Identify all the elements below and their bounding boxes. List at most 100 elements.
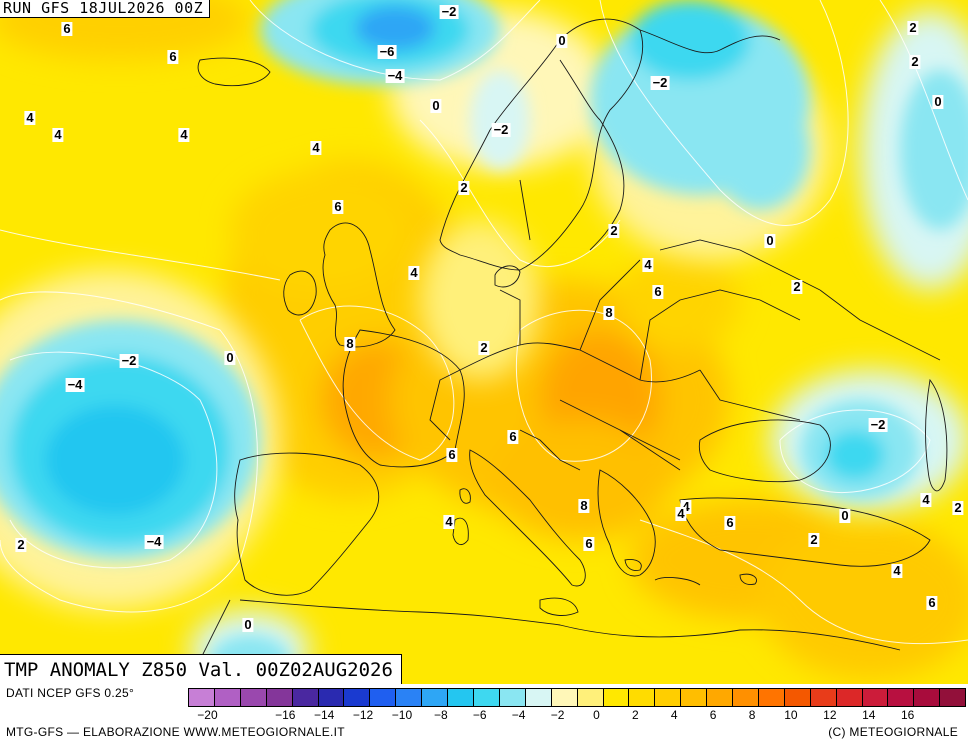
contour-label: 4 [920, 492, 932, 507]
scale-swatch [292, 688, 319, 707]
contour-label: 8 [344, 336, 356, 351]
contour-label: 6 [446, 447, 458, 462]
data-source: DATI NCEP GFS 0.25° [6, 686, 135, 700]
contour-label: −2 [868, 417, 888, 432]
contour-label: 2 [458, 180, 470, 195]
color-scale [188, 688, 967, 707]
scale-tick-label: −20 [197, 708, 218, 722]
scale-tick-label: −16 [275, 708, 296, 722]
contour-label: 8 [603, 305, 615, 320]
copyright-text: (C) METEOGIORNALE [828, 725, 958, 739]
scale-tick-label: 12 [823, 708, 837, 722]
scale-swatch [603, 688, 630, 707]
contour-label: 6 [61, 21, 73, 36]
scale-swatch [681, 688, 708, 707]
scale-swatch [888, 688, 915, 707]
scale-tick-label: −6 [472, 708, 487, 722]
scale-swatch [318, 688, 345, 707]
footer: DATI NCEP GFS 0.25° −20 −16 −14 −12 −10 −8 −6−… [0, 684, 968, 745]
contour-label: 6 [926, 595, 938, 610]
scale-swatch [396, 688, 423, 707]
contour-label: 4 [52, 127, 64, 142]
contour-label: 8 [578, 498, 590, 513]
scale-swatch [629, 688, 656, 707]
contour-label: 4 [310, 140, 322, 155]
scale-tick-label: 16 [900, 708, 915, 722]
scale-tick-label: 8 [748, 708, 756, 722]
contour-label: 6 [724, 515, 736, 530]
scale-swatch [525, 688, 552, 707]
scale-swatch [370, 688, 397, 707]
contour-label: −6 [377, 44, 397, 59]
scale-tick-label: −8 [434, 708, 448, 722]
scale-swatch [551, 688, 578, 707]
scale-tick-label: −14 [313, 708, 335, 722]
run-label: RUN GFS 18JUL2026 00Z [0, 0, 211, 18]
temperature-anomaly-map [0, 0, 968, 684]
contour-label: 6 [507, 429, 519, 444]
contour-label: 0 [764, 233, 776, 248]
scale-swatch [940, 688, 967, 707]
isotherm-contours [0, 0, 968, 645]
contour-label: 4 [642, 257, 654, 272]
contour-label: 6 [167, 49, 179, 64]
contour-label: −4 [144, 534, 164, 549]
scale-swatch [188, 688, 215, 707]
contour-label: 2 [907, 20, 919, 35]
contour-label: 2 [909, 54, 921, 69]
scale-swatch [758, 688, 785, 707]
contour-label: 6 [332, 199, 344, 214]
contour-label: 6 [652, 284, 664, 299]
scale-swatch [914, 688, 941, 707]
scale-tick-label: −12 [352, 708, 374, 722]
contour-label: 4 [178, 127, 190, 142]
contour-label: 0 [430, 98, 442, 113]
scale-tick-label: 2 [632, 708, 639, 722]
contour-label: 6 [583, 536, 595, 551]
scale-tick-label: 4 [670, 708, 678, 722]
scale-swatch [577, 688, 604, 707]
scale-tick-label: 0 [593, 708, 600, 722]
scale-tick-label: 10 [784, 708, 798, 722]
contour-label: 0 [224, 350, 236, 365]
scale-swatch [499, 688, 526, 707]
contour-label: 2 [952, 500, 964, 515]
map-title: TMP ANOMALY Z850 Val. 00Z02AUG2026 [0, 654, 402, 686]
scale-swatch [862, 688, 889, 707]
scale-tick-label: −2 [550, 708, 565, 722]
scale-swatch [214, 688, 241, 707]
contour-label: −2 [439, 4, 459, 19]
contour-label: 4 [675, 506, 687, 521]
contour-label: 0 [242, 617, 254, 632]
contour-label: 0 [932, 94, 944, 109]
scale-swatch [810, 688, 837, 707]
contour-label: −2 [491, 122, 511, 137]
scale-tick-label: 6 [709, 708, 717, 722]
scale-swatch [707, 688, 734, 707]
contour-label: 4 [891, 563, 903, 578]
contour-label: 4 [24, 110, 36, 125]
cold-anomaly-areas [0, 0, 968, 684]
credit-text: MTG-GFS — ELABORAZIONE WWW.METEOGIORNALE… [6, 725, 345, 739]
contour-label: 2 [15, 537, 27, 552]
scale-tick-label: −10 [391, 708, 413, 722]
scale-swatch [655, 688, 682, 707]
scale-tick-label: 14 [862, 708, 876, 722]
scale-swatch [836, 688, 863, 707]
contour-label: −2 [119, 353, 139, 368]
contour-label: −2 [650, 75, 670, 90]
color-scale-ticks: −20−16−14−12−10−8−6−4−2024681012141620 [188, 708, 966, 722]
scale-swatch [344, 688, 371, 707]
scale-swatch [733, 688, 759, 707]
scale-swatch [266, 688, 293, 707]
scale-swatch [784, 688, 811, 707]
scale-swatch [422, 688, 449, 707]
contour-label: −4 [65, 377, 85, 392]
contour-label: 2 [808, 532, 820, 547]
contour-label: 0 [556, 33, 568, 48]
contour-label: −4 [385, 68, 405, 83]
scale-swatch [448, 688, 474, 707]
contour-label: 2 [478, 340, 490, 355]
coastlines-borders [187, 18, 948, 684]
contour-label: 4 [408, 265, 420, 280]
